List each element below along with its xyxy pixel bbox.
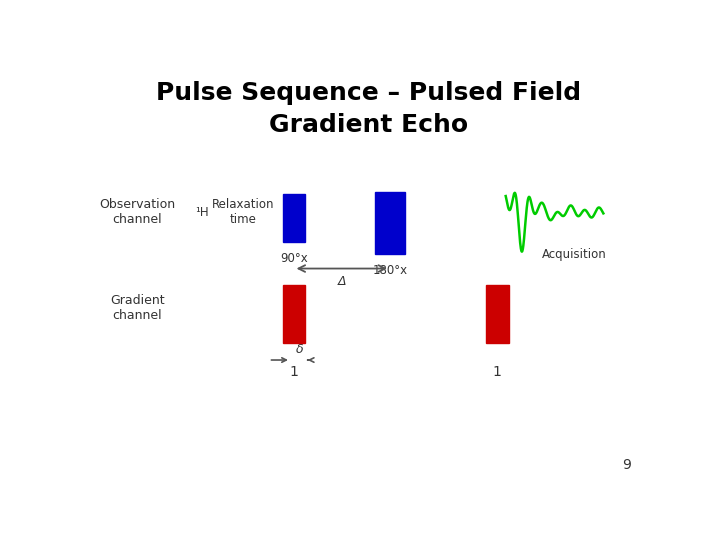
Text: 1: 1 xyxy=(493,365,502,379)
Text: δ: δ xyxy=(295,343,303,356)
Text: Acquisition: Acquisition xyxy=(541,248,606,261)
Text: Δ: Δ xyxy=(338,275,346,288)
Text: 9: 9 xyxy=(622,458,631,472)
Text: 1: 1 xyxy=(289,365,298,379)
Text: ¹H: ¹H xyxy=(195,206,208,219)
Bar xyxy=(282,285,305,343)
Bar xyxy=(374,192,405,254)
Text: Observation
channel: Observation channel xyxy=(99,198,176,226)
Bar xyxy=(282,194,305,241)
Text: 180°x: 180°x xyxy=(372,265,408,278)
Text: Pulse Sequence – Pulsed Field
Gradient Echo: Pulse Sequence – Pulsed Field Gradient E… xyxy=(156,82,582,137)
Bar xyxy=(486,285,508,343)
Text: Relaxation
time: Relaxation time xyxy=(212,198,275,226)
Text: 90°x: 90°x xyxy=(280,252,307,265)
Text: Gradient
channel: Gradient channel xyxy=(110,294,165,322)
